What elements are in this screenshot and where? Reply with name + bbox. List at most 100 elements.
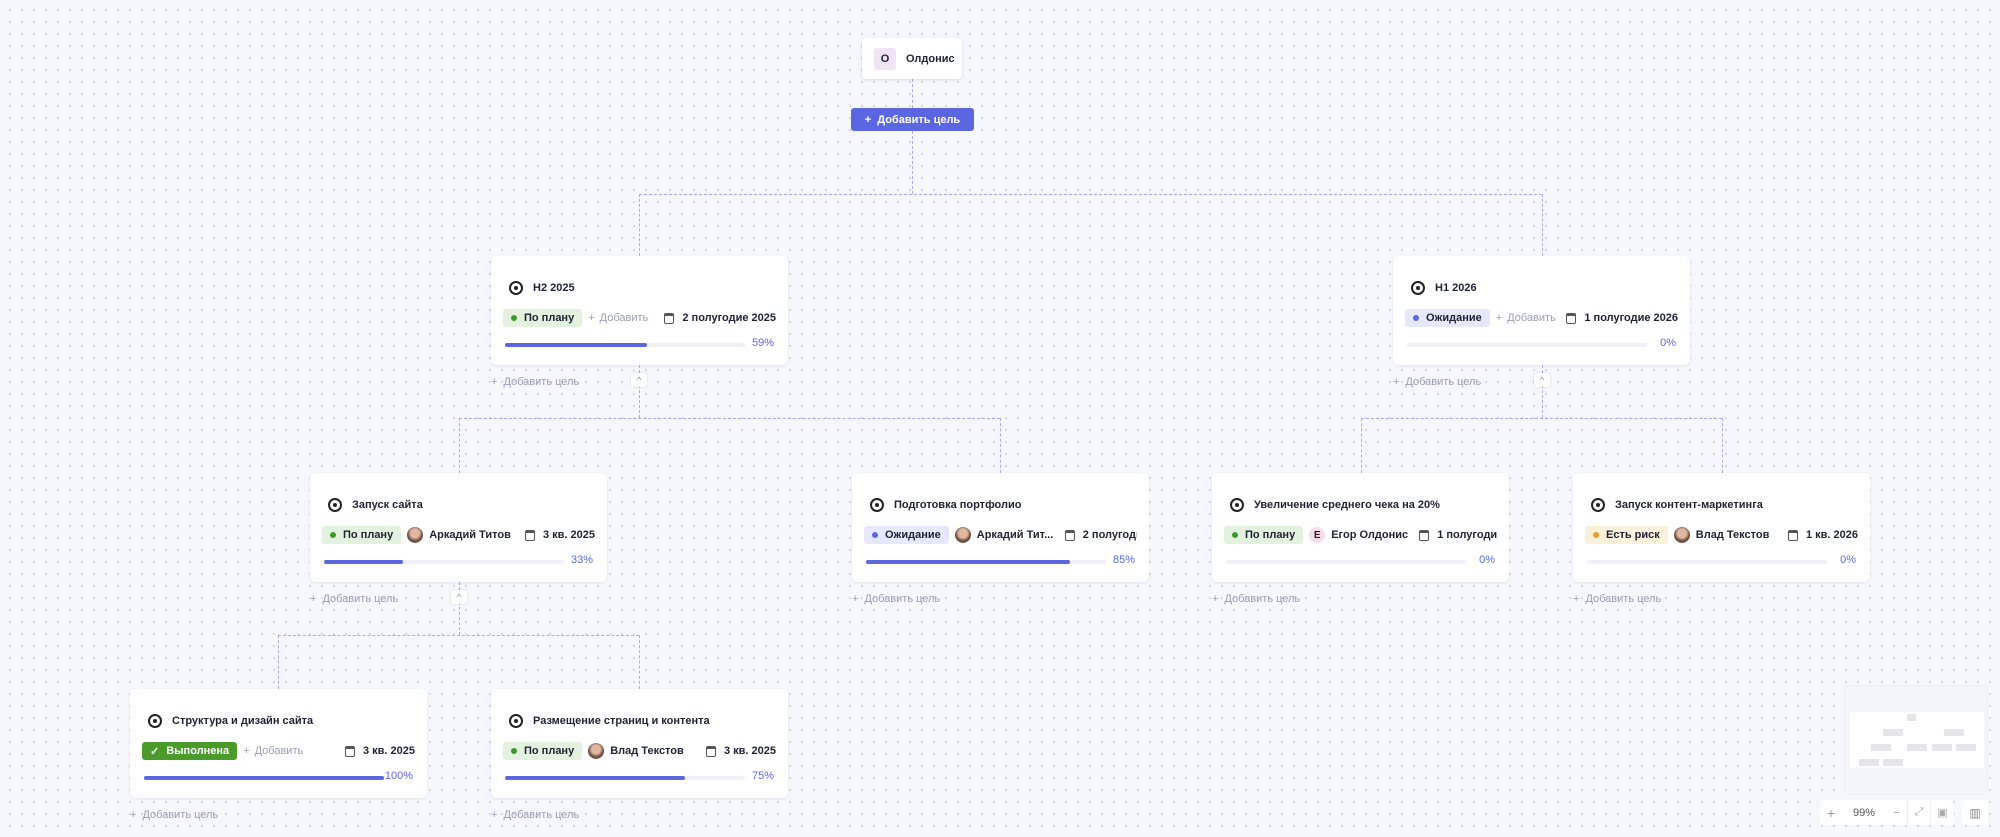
calendar-icon (524, 529, 535, 541)
due-date[interactable]: 1 кв. 2026 (1787, 529, 1858, 541)
goal-card[interactable]: H1 2026 Ожидание + Добавить 1 полугодие 2… (1393, 256, 1690, 365)
goal-title: H1 2026 (1435, 282, 1477, 294)
map-icon[interactable]: ▥ (1962, 800, 1988, 825)
add-owner-label: Добавить (1507, 312, 1556, 324)
collapse-toggle[interactable]: ^ (631, 373, 647, 387)
zoom-level: 99% (1852, 806, 1876, 819)
minimap[interactable] (1844, 685, 1988, 795)
plus-icon: + (1495, 312, 1503, 324)
calendar-icon (1419, 529, 1430, 541)
due-date[interactable]: 2 полугодие (1064, 529, 1137, 541)
goal-card[interactable]: Размещение страниц и контента По плану В… (491, 689, 788, 798)
collapse-toggle[interactable]: ^ (1534, 373, 1550, 387)
goal-card[interactable]: Увеличение среднего чека на 20% По плану… (1212, 473, 1509, 582)
connector (1361, 418, 1722, 419)
calendar-icon (344, 745, 355, 757)
add-owner-button[interactable]: + Добавить (243, 745, 303, 757)
status-badge[interactable]: Ожидание (864, 526, 949, 544)
status-badge[interactable]: Есть риск (1585, 526, 1668, 544)
progress-bar (505, 343, 745, 347)
avatar (407, 527, 424, 543)
status-badge[interactable]: ✓ Выполнена (142, 742, 238, 760)
owner[interactable]: Аркадий Титов (407, 527, 517, 543)
connector (639, 194, 1542, 195)
status-badge[interactable]: По плану (1224, 526, 1304, 544)
progress-percent: 0% (1479, 554, 1495, 566)
status-badge[interactable]: Ожидание (1405, 309, 1490, 327)
calendar-icon (1064, 529, 1075, 541)
due-date[interactable]: 1 полугодие 2 (1419, 529, 1497, 541)
plus-icon: + (588, 312, 595, 324)
add-goal-button[interactable]: + Добавить цель (851, 108, 974, 131)
add-child-goal-button[interactable]: + Добавить цель (491, 809, 579, 821)
calendar-icon (1566, 312, 1577, 324)
zoom-in-button[interactable]: + (1826, 804, 1836, 821)
target-icon (509, 281, 523, 295)
owner[interactable]: Е Егор Олдонис (1309, 527, 1419, 543)
root-node[interactable]: О Олдонис (862, 38, 962, 79)
status-dot-icon (330, 532, 336, 538)
due-date[interactable]: 3 кв. 2025 (344, 745, 415, 757)
add-child-goal-button[interactable]: + Добавить цель (1393, 376, 1481, 388)
owner[interactable]: Влад Текстов (1673, 527, 1784, 543)
owner[interactable]: Аркадий Тит... (954, 527, 1065, 543)
goal-title: Увеличение среднего чека на 20% (1254, 499, 1440, 511)
due-date[interactable]: 3 кв. 2025 (524, 529, 595, 541)
zoom-out-button[interactable]: − (1886, 800, 1908, 825)
avatar (954, 527, 971, 543)
collapse-toggle[interactable]: ^ (451, 590, 467, 604)
status-badge[interactable]: По плану (503, 309, 583, 327)
add-child-goal-button[interactable]: + Добавить цель (491, 376, 579, 388)
add-child-goal-label: Добавить цель (142, 809, 219, 821)
status-label: По плану (524, 745, 575, 757)
plus-icon: + (243, 745, 250, 757)
connector (459, 418, 1000, 419)
status-dot-icon (1413, 315, 1419, 321)
date-label: 3 кв. 2025 (542, 529, 595, 541)
progress-percent: 75% (751, 770, 774, 782)
connector (459, 582, 460, 635)
target-icon (870, 498, 884, 512)
add-child-goal-label: Добавить цель (1585, 593, 1662, 605)
status-badge[interactable]: По плану (503, 742, 583, 760)
status-dot-icon (511, 315, 517, 321)
goal-card[interactable]: H2 2025 По плану + Добавить 2 полугодие 2… (491, 256, 788, 365)
add-child-goal-label: Добавить цель (503, 376, 580, 388)
add-child-goal-label: Добавить цель (1405, 376, 1482, 388)
add-child-goal-label: Добавить цель (322, 593, 399, 605)
plus-icon: + (1393, 376, 1400, 388)
goal-card[interactable]: Запуск контент-маркетинга Есть риск Влад… (1573, 473, 1870, 582)
add-owner-button[interactable]: + Добавить (588, 312, 648, 324)
owner[interactable]: Влад Текстов (588, 743, 698, 759)
goal-card[interactable]: Запуск сайта По плану Аркадий Титов 3 кв… (310, 473, 607, 582)
zoom-controls: + 99% − ⤢ ▣ (1820, 800, 1954, 825)
fit-view-icon[interactable]: ⤢ (1908, 800, 1931, 825)
due-date[interactable]: 3 кв. 2025 (705, 745, 776, 757)
add-child-goal-button[interactable]: + Добавить цель (310, 593, 398, 605)
fullscreen-icon[interactable]: ▣ (1937, 807, 1948, 819)
target-icon (1230, 498, 1244, 512)
status-label: Ожидание (1426, 312, 1482, 324)
calendar-icon (664, 312, 675, 324)
due-date[interactable]: 2 полугодие 2025 (664, 312, 776, 324)
add-child-goal-button[interactable]: + Добавить цель (130, 809, 218, 821)
target-icon (1591, 498, 1605, 512)
goal-card[interactable]: Подготовка портфолио Ожидание Аркадий Ти… (852, 473, 1149, 582)
connector (278, 635, 279, 689)
add-child-goal-button[interactable]: + Добавить цель (1212, 593, 1300, 605)
add-child-goal-button[interactable]: + Добавить цель (852, 593, 940, 605)
plus-icon: + (1573, 593, 1580, 605)
add-child-goal-button[interactable]: + Добавить цель (1573, 593, 1661, 605)
date-label: 2 полугодие 2025 (682, 312, 776, 324)
add-owner-button[interactable]: + Добавить (1496, 312, 1556, 324)
connector (1000, 418, 1001, 473)
status-badge[interactable]: По плану (322, 526, 402, 544)
status-label: Выполнена (166, 745, 230, 757)
goal-title: Запуск сайта (352, 499, 423, 511)
due-date[interactable]: 1 полугодие 2026 (1566, 312, 1678, 324)
org-name: Олдонис (906, 52, 955, 65)
goal-title: H2 2025 (533, 282, 575, 294)
goal-card[interactable]: Структура и дизайн сайта ✓ Выполнена + Доб… (130, 689, 427, 798)
connector (639, 194, 640, 256)
status-dot-icon (1232, 532, 1238, 538)
